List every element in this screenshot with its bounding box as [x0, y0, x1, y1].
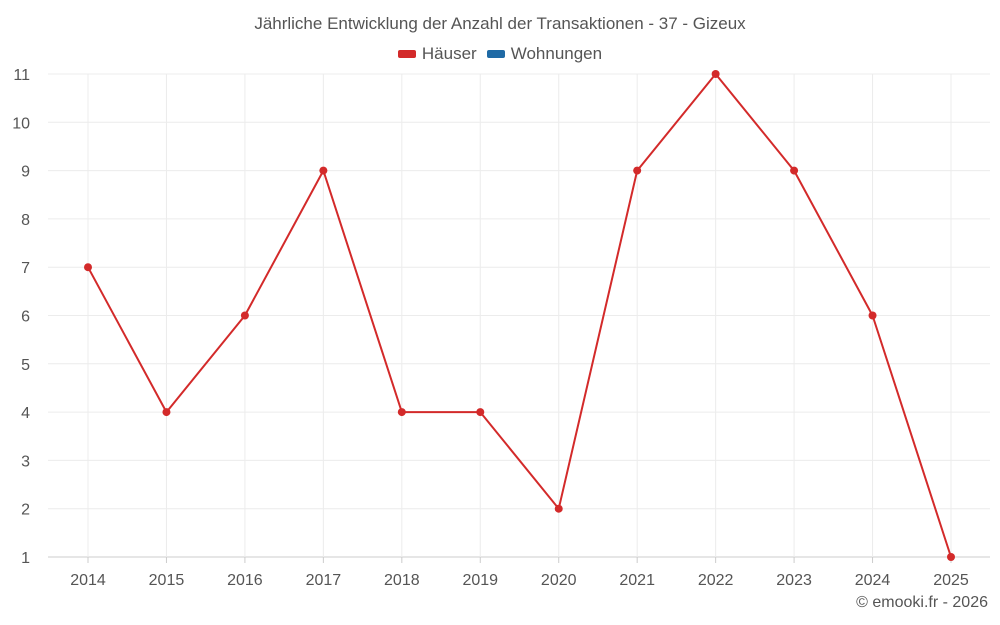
y-tick-label: 9 [21, 164, 30, 181]
data-point[interactable] [711, 70, 720, 78]
legend: Häuser Wohnungen [0, 44, 1000, 64]
x-tick-label: 2021 [619, 572, 655, 589]
y-tick-label: 7 [21, 260, 30, 277]
y-tick-label: 3 [21, 453, 30, 470]
y-tick-label: 2 [21, 502, 30, 519]
data-point[interactable] [162, 408, 171, 417]
series [84, 70, 955, 561]
x-tick-label: 2023 [776, 572, 812, 589]
data-point[interactable] [554, 504, 563, 513]
grid [48, 73, 990, 558]
x-tick-label: 2019 [462, 572, 498, 589]
legend-item-haeuser[interactable]: Häuser [397, 44, 477, 64]
data-point[interactable] [947, 553, 955, 561]
y-tick-label: 11 [13, 67, 30, 84]
data-point[interactable] [84, 263, 92, 272]
data-point[interactable] [476, 408, 485, 417]
x-tick-label: 2024 [855, 572, 891, 589]
y-tick-label: 10 [12, 115, 30, 132]
x-tick-label: 2014 [70, 572, 106, 589]
y-tick-label: 5 [21, 357, 30, 374]
y-tick-label: 1 [21, 550, 30, 567]
y-tick-label: 8 [21, 212, 30, 229]
data-point[interactable] [790, 166, 799, 175]
axes: 1 2 3 4 5 6 7 8 9 10 11 2014 2015 2016 2017 2018 2019 202… [12, 67, 969, 589]
legend-label-wohnungen: Wohnungen [510, 44, 603, 63]
x-tick-label: 2025 [933, 572, 969, 589]
data-point[interactable] [240, 311, 249, 320]
x-tick-label: 2018 [384, 572, 420, 589]
data-point[interactable] [633, 166, 642, 175]
x-tick-label: 2020 [541, 572, 577, 589]
footer-credit: © emooki.fr - 2026 [856, 594, 988, 611]
legend-swatch-wohnungen [486, 50, 505, 58]
y-tick-label: 6 [21, 309, 30, 326]
series-line-0 [87, 73, 952, 558]
x-tick-label: 2022 [698, 572, 734, 589]
x-tick-label: 2017 [306, 572, 342, 589]
data-point[interactable] [319, 166, 328, 175]
y-tick-label: 4 [21, 405, 30, 422]
chart-title: Jährliche Entwicklung der Anzahl der Tra… [254, 14, 746, 33]
legend-swatch-haeuser [397, 50, 416, 58]
legend-label-haeuser: Häuser [421, 44, 477, 63]
data-point[interactable] [397, 408, 406, 417]
x-tick-label: 2015 [149, 572, 185, 589]
legend-item-wohnungen[interactable]: Wohnungen [486, 44, 603, 64]
x-tick-label: 2016 [227, 572, 263, 589]
data-point[interactable] [868, 311, 877, 320]
